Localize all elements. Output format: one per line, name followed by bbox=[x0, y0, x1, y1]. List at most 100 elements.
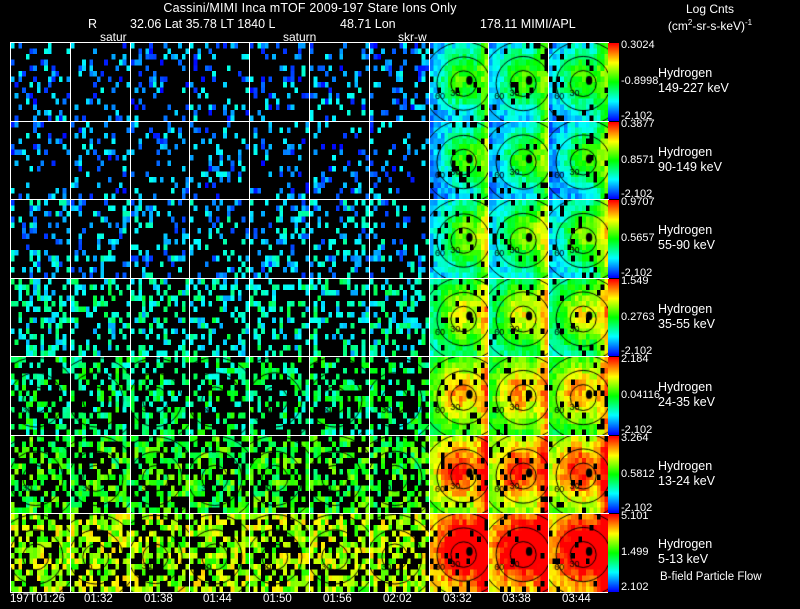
spectrogram-panel[interactable] bbox=[11, 436, 70, 513]
spectrogram-panel[interactable] bbox=[549, 43, 608, 121]
spectrogram-panel[interactable] bbox=[250, 279, 309, 356]
colorbar-tick-label: 0.8571 bbox=[621, 153, 655, 166]
spectrogram-panel[interactable] bbox=[489, 514, 548, 592]
pitch-angle-contours bbox=[11, 436, 70, 513]
spectrogram-panel[interactable] bbox=[190, 279, 249, 356]
spectrogram-panel[interactable] bbox=[310, 43, 369, 121]
spectrogram-panel[interactable] bbox=[430, 357, 488, 435]
pitch-angle-contours bbox=[310, 357, 369, 435]
spectrogram-panel[interactable] bbox=[430, 514, 488, 592]
spectrogram-panel[interactable] bbox=[370, 122, 429, 199]
spectrogram-panel[interactable] bbox=[430, 200, 488, 278]
panel-pixels bbox=[370, 122, 429, 199]
pitch-angle-contours bbox=[489, 357, 548, 435]
spectrogram-panel[interactable] bbox=[370, 357, 429, 435]
pitch-angle-contours bbox=[71, 357, 130, 435]
spectrogram-panel[interactable] bbox=[370, 200, 429, 278]
spectrogram-panel[interactable] bbox=[430, 122, 488, 199]
spectrogram-panel[interactable] bbox=[250, 122, 309, 199]
spectrogram-panel[interactable] bbox=[11, 514, 70, 592]
pitch-angle-contours bbox=[370, 357, 429, 435]
spectrogram-panel[interactable] bbox=[489, 279, 548, 356]
panel-pixels bbox=[370, 200, 429, 278]
spectrogram-panel[interactable] bbox=[489, 122, 548, 199]
pitch-angle-contours bbox=[250, 514, 309, 592]
spectrogram-panel[interactable] bbox=[549, 279, 608, 356]
spectrogram-panel[interactable] bbox=[549, 200, 608, 278]
spectrogram-panel[interactable] bbox=[131, 357, 189, 435]
spectrogram-panel[interactable] bbox=[250, 436, 309, 513]
pitch-angle-contours bbox=[549, 200, 608, 278]
spectrogram-panel[interactable] bbox=[131, 122, 189, 199]
spectrogram-panel[interactable] bbox=[549, 514, 608, 592]
spectrogram-panel[interactable] bbox=[131, 514, 189, 592]
spectrogram-panel[interactable] bbox=[489, 357, 548, 435]
spectrogram-panel[interactable] bbox=[489, 436, 548, 513]
spectrogram-panel[interactable] bbox=[310, 279, 369, 356]
spectrogram-panel[interactable] bbox=[11, 200, 70, 278]
spectrogram-panel[interactable] bbox=[549, 122, 608, 199]
panel-pixels bbox=[310, 200, 369, 278]
spectrogram-panel[interactable] bbox=[11, 43, 70, 121]
spectrogram-panel[interactable] bbox=[131, 43, 189, 121]
spectrogram-panel[interactable] bbox=[430, 279, 488, 356]
spectrogram-panel[interactable] bbox=[190, 43, 249, 121]
spectrogram-panel[interactable] bbox=[549, 436, 608, 513]
spectrogram-panel[interactable] bbox=[71, 200, 130, 278]
colorbar bbox=[608, 514, 619, 592]
spectrogram-panel[interactable] bbox=[71, 43, 130, 121]
spectrogram-panel[interactable] bbox=[131, 200, 189, 278]
spectrogram-panel[interactable] bbox=[131, 436, 189, 513]
spectrogram-panel[interactable] bbox=[131, 279, 189, 356]
row-species-label: Hydrogen 5-13 keV bbox=[658, 537, 712, 567]
row-species-name: Hydrogen bbox=[658, 380, 713, 394]
row-energy-range: 5-13 keV bbox=[658, 552, 709, 566]
spectrogram-panel[interactable] bbox=[310, 436, 369, 513]
spectrogram-panel[interactable] bbox=[370, 279, 429, 356]
spectrogram-panel[interactable] bbox=[11, 279, 70, 356]
spectrogram-panel[interactable] bbox=[250, 514, 309, 592]
spectrogram-panel[interactable] bbox=[310, 357, 369, 435]
spectrogram-panel[interactable] bbox=[11, 357, 70, 435]
spectrogram-panel[interactable] bbox=[250, 200, 309, 278]
spectrogram-panel[interactable] bbox=[310, 122, 369, 199]
r-label: R bbox=[88, 17, 98, 31]
row-species-name: Hydrogen bbox=[658, 301, 713, 316]
panel-divider-vertical bbox=[369, 42, 370, 592]
spectrogram-panel[interactable] bbox=[430, 43, 488, 121]
spectrogram-panel[interactable] bbox=[370, 436, 429, 513]
panel-divider-vertical bbox=[309, 42, 310, 592]
spectrogram-panel[interactable] bbox=[370, 514, 429, 592]
colorbar bbox=[608, 279, 619, 356]
spectrogram-panel[interactable] bbox=[71, 122, 130, 199]
spectrogram-panel[interactable] bbox=[310, 514, 369, 592]
spectrogram-panel[interactable] bbox=[71, 279, 130, 356]
pitch-angle-contours bbox=[430, 357, 488, 435]
spectrogram-panel[interactable] bbox=[11, 122, 70, 199]
spectrogram-panel[interactable] bbox=[71, 514, 130, 592]
spectrogram-panel[interactable] bbox=[71, 436, 130, 513]
spectrogram-panel[interactable] bbox=[190, 357, 249, 435]
spectrogram-panel[interactable] bbox=[250, 43, 309, 121]
spectrogram-panel[interactable] bbox=[190, 200, 249, 278]
legend-units-sup1: 2 bbox=[687, 18, 693, 27]
spectrogram-panel[interactable] bbox=[549, 357, 608, 435]
spectrogram-panel[interactable] bbox=[250, 357, 309, 435]
spectrogram-panel[interactable] bbox=[430, 436, 488, 513]
spectrogram-panel[interactable] bbox=[489, 43, 548, 121]
panel-pixels bbox=[71, 279, 130, 356]
spectrogram-panel[interactable] bbox=[190, 122, 249, 199]
row-species-name: Hydrogen bbox=[658, 458, 713, 473]
colorbar-tick-label: -0.8998 bbox=[621, 75, 659, 87]
spectrogram-panel[interactable] bbox=[190, 514, 249, 592]
colorbar bbox=[608, 200, 619, 278]
spectrogram-panel[interactable] bbox=[370, 43, 429, 121]
colorbar-tick-label: 1.499 bbox=[621, 546, 649, 558]
spectrogram-panel[interactable] bbox=[190, 436, 249, 513]
spectrogram-panel[interactable] bbox=[71, 357, 130, 435]
spectrogram-panel[interactable] bbox=[489, 200, 548, 278]
spectrogram-panel[interactable] bbox=[310, 200, 369, 278]
pitch-angle-contours bbox=[489, 122, 548, 199]
panel-divider-horizontal bbox=[10, 278, 608, 279]
time-tick-label: 03:38 bbox=[502, 593, 531, 605]
